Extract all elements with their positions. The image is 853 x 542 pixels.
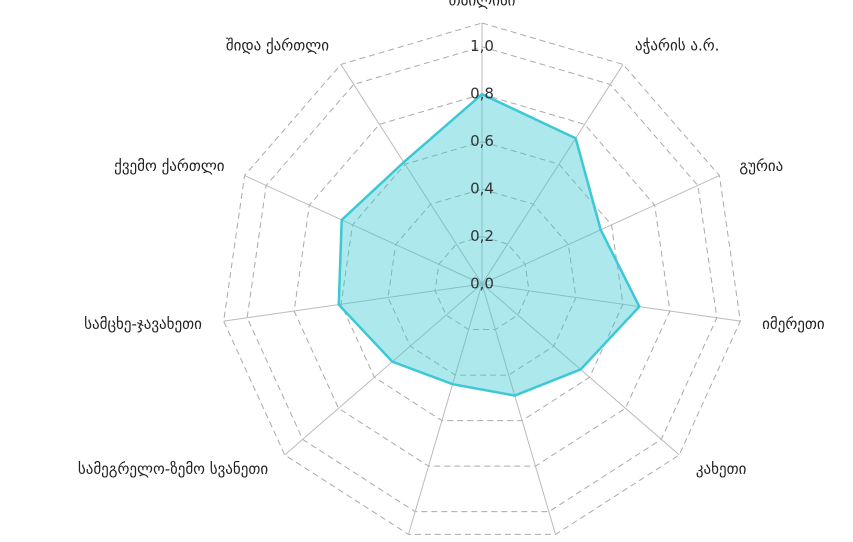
data-area: [337, 92, 641, 397]
axis-line: [244, 175, 483, 285]
y-tick-label: 1,0: [470, 37, 494, 55]
y-tick-label: 0,0: [470, 275, 494, 293]
category-label: თბილისი: [449, 0, 516, 10]
axis-line: [481, 283, 741, 322]
category-label: იმერეთი: [762, 315, 825, 333]
grid-ring: [387, 188, 577, 376]
grid-ring: [293, 93, 671, 467]
y-tick-label: 0,2: [470, 227, 494, 245]
category-label: ქვემო ქართლი: [114, 157, 225, 175]
axis-line: [407, 283, 483, 535]
y-tick-label: 0,4: [470, 180, 494, 198]
axis-line: [481, 283, 557, 535]
category-label: კახეთი: [696, 460, 747, 478]
grid-ring: [434, 236, 530, 331]
category-label: გურია: [739, 157, 783, 175]
axis-line: [284, 283, 483, 456]
y-tick-label: 0,8: [470, 85, 494, 103]
category-label: სამეგრელო-ზემო სვანეთი: [78, 460, 268, 478]
grid-ring: [246, 46, 718, 513]
axis-line: [481, 64, 624, 285]
category-label: აჭარის ა.რ.: [635, 36, 719, 54]
axis-line: [223, 283, 483, 322]
grid-ring: [340, 141, 624, 422]
category-label: სამცხე-ჯავახეთი: [84, 315, 202, 333]
y-tick-label: 0,6: [470, 132, 494, 150]
category-label: შიდა ქართლი: [226, 36, 329, 54]
axis-line: [340, 64, 483, 285]
